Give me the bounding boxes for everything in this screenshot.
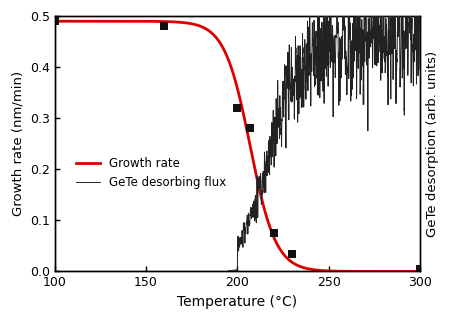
Legend: Growth rate, GeTe desorbing flux: Growth rate, GeTe desorbing flux	[72, 153, 231, 194]
Y-axis label: Growth rate (nm/min): Growth rate (nm/min)	[11, 71, 24, 216]
X-axis label: Temperature (°C): Temperature (°C)	[177, 295, 297, 309]
Y-axis label: GeTe desorption (arb. units): GeTe desorption (arb. units)	[426, 51, 439, 237]
